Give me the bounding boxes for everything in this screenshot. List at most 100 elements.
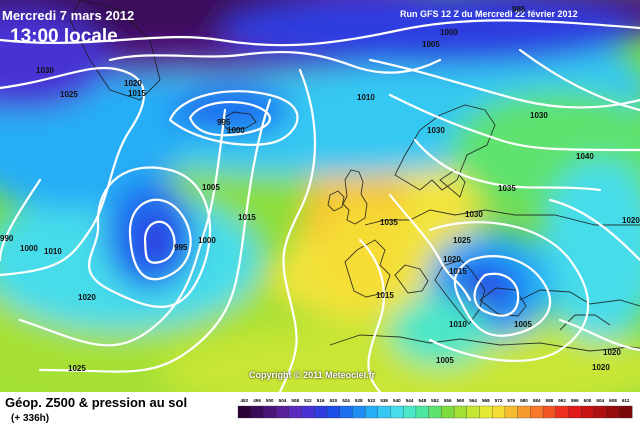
isobar-label-1005-n: 1005 bbox=[422, 40, 440, 49]
model-run-info: Run GFS 12 Z du Mercredi 22 février 2012 bbox=[400, 9, 578, 19]
legend-swatch bbox=[441, 405, 455, 419]
isobar-label-1000-ne: 1000 bbox=[440, 28, 458, 37]
legend-tick-label: 588 bbox=[546, 398, 554, 403]
isobar-label-995-n: 995 bbox=[217, 118, 231, 127]
legend-swatch bbox=[237, 405, 252, 419]
legend-swatch bbox=[301, 405, 315, 419]
legend-tick-label: 572 bbox=[495, 398, 503, 403]
legend-tick-label: 524 bbox=[342, 398, 350, 403]
isobar-label-1030-nw: 1030 bbox=[36, 66, 54, 75]
isobar-label-1020-far-e: 1020 bbox=[622, 216, 640, 225]
legend-swatch bbox=[403, 405, 417, 419]
legend-tick-label: 492 bbox=[241, 398, 249, 403]
legend-tick-label: 540 bbox=[393, 398, 401, 403]
legend-tick-label: 516 bbox=[317, 398, 325, 403]
legend-swatch bbox=[619, 405, 633, 419]
isobar-label-995-sw: 995 bbox=[174, 243, 188, 252]
legend-tick-label: 568 bbox=[482, 398, 490, 403]
legend-swatch bbox=[517, 405, 531, 419]
legend-swatch bbox=[453, 405, 468, 419]
isobar-label-1005-med: 1005 bbox=[514, 320, 532, 329]
coastlines bbox=[69, 0, 640, 352]
legend-swatch bbox=[250, 405, 264, 419]
legend-tick-label: 576 bbox=[507, 398, 515, 403]
legend-swatch bbox=[326, 405, 341, 419]
legend-swatch bbox=[263, 405, 277, 419]
legend-tick-label: 556 bbox=[444, 398, 452, 403]
legend-tick-label: 604 bbox=[596, 398, 604, 403]
legend-tick-label: 580 bbox=[520, 398, 528, 403]
legend-tick-label: 500 bbox=[266, 398, 274, 403]
legend-swatch bbox=[415, 405, 430, 419]
isobar-label-1000-w: 1000 bbox=[20, 244, 38, 253]
legend-swatch bbox=[581, 405, 595, 419]
isobar-label-1035-c: 1035 bbox=[380, 218, 398, 227]
isobar-label-1000-n: 1000 bbox=[227, 126, 245, 135]
legend-tick-label: 564 bbox=[469, 398, 477, 403]
isobar-label-990-w: 990 bbox=[0, 234, 14, 243]
isobar-label-1015-iberia: 1015 bbox=[376, 291, 394, 300]
isobar-label-985: 985 bbox=[512, 5, 526, 14]
legend-swatch bbox=[339, 405, 353, 419]
legend-swatch bbox=[479, 405, 493, 419]
isobar-label-1010-w: 1010 bbox=[44, 247, 62, 256]
isobar-label-1035-e: 1035 bbox=[498, 184, 516, 193]
legend-tick-label: 520 bbox=[329, 398, 337, 403]
legend-swatch bbox=[504, 405, 519, 419]
map-title: Géop. Z500 & pression au sol bbox=[5, 395, 188, 410]
legend-swatch bbox=[352, 405, 366, 419]
isobar-label-1030-c: 1030 bbox=[427, 126, 445, 135]
legend-swatch bbox=[530, 405, 544, 419]
legend-tick-label: 612 bbox=[622, 398, 630, 403]
isobar-label-1025-sw: 1025 bbox=[68, 364, 86, 373]
isobar-label-1025-w: 1025 bbox=[60, 90, 78, 99]
legend-swatch bbox=[275, 405, 290, 419]
isobar-label-1020-nw: 1020 bbox=[124, 79, 142, 88]
legend-swatch bbox=[428, 405, 442, 419]
legend-swatch bbox=[466, 405, 480, 419]
legend-swatch bbox=[314, 405, 328, 419]
isobar-label-1005-s: 1005 bbox=[436, 356, 454, 365]
forecast-local-time: 13:00 locale bbox=[10, 26, 118, 47]
legend-swatch bbox=[593, 405, 608, 419]
legend-swatch bbox=[555, 405, 569, 419]
legend-swatch bbox=[364, 405, 379, 419]
copyright-notice: Copyright © 2011 Meteociel.fr bbox=[249, 370, 376, 380]
legend-tick-label: 608 bbox=[609, 398, 617, 403]
forecast-date: Mercredi 7 mars 2012 bbox=[2, 8, 135, 23]
legend-tick-label: 600 bbox=[584, 398, 592, 403]
legend-swatch bbox=[288, 405, 303, 419]
isobar-label-1020-se2: 1020 bbox=[603, 348, 621, 357]
isobar-label-1000-sw: 1000 bbox=[198, 236, 216, 245]
legend-tick-label: 504 bbox=[279, 398, 287, 403]
map-footer: Géop. Z500 & pression au sol (+ 336h) 49… bbox=[0, 392, 640, 427]
isobar-label-1015-med: 1015 bbox=[449, 267, 467, 276]
legend-swatch bbox=[390, 405, 404, 419]
forecast-lead: (+ 336h) bbox=[11, 413, 50, 424]
legend-tick-label: 552 bbox=[431, 398, 439, 403]
isobar-label-1020-med: 1020 bbox=[443, 255, 461, 264]
legend-tick-label: 532 bbox=[368, 398, 376, 403]
isobar-label-1020-sw: 1020 bbox=[78, 293, 96, 302]
legend-swatch bbox=[568, 405, 582, 419]
isobar-label-1005-c: 1005 bbox=[202, 183, 220, 192]
isobar-label-1025-med: 1025 bbox=[453, 236, 471, 245]
legend-tick-label: 584 bbox=[533, 398, 541, 403]
geopotential-map bbox=[0, 0, 640, 392]
legend-tick-label: 544 bbox=[406, 398, 414, 403]
isobar-label-1040-e: 1040 bbox=[576, 152, 594, 161]
legend-tick-label: 560 bbox=[457, 398, 465, 403]
isobars bbox=[0, 19, 640, 392]
isobar-label-1015-nw: 1015 bbox=[128, 89, 146, 98]
legend-tick-label: 592 bbox=[558, 398, 566, 403]
legend-tick-label: 512 bbox=[304, 398, 312, 403]
legend-tick-label: 528 bbox=[355, 398, 363, 403]
legend-swatch bbox=[377, 405, 391, 419]
isobar-label-1010-med: 1010 bbox=[449, 320, 467, 329]
legend-swatch bbox=[542, 405, 557, 419]
isobar-label-1030-s: 1030 bbox=[465, 210, 483, 219]
legend-tick-label: 496 bbox=[253, 398, 261, 403]
legend-tick-label: 548 bbox=[418, 398, 426, 403]
legend-swatch bbox=[492, 405, 506, 419]
